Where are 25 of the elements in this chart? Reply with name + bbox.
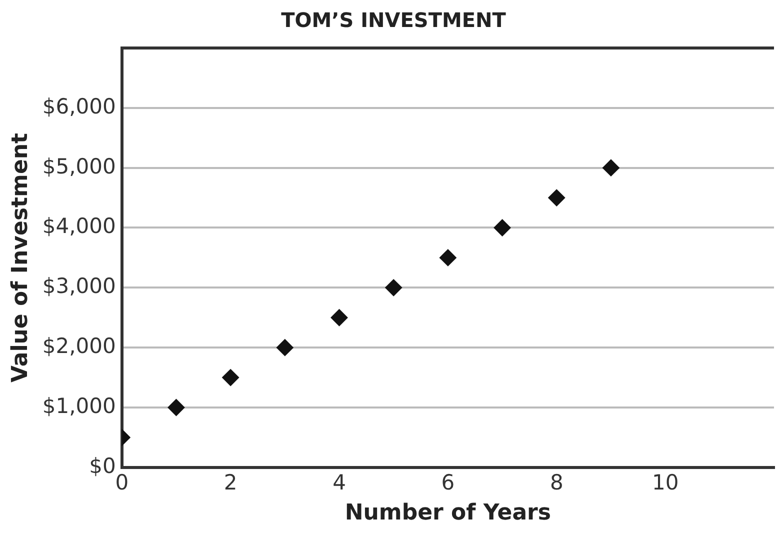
point bbox=[276, 339, 294, 356]
y-tick-label: $0 bbox=[89, 454, 116, 478]
y-tick-label: $5,000 bbox=[42, 154, 116, 178]
point bbox=[222, 369, 240, 386]
y-tick-label: $3,000 bbox=[42, 274, 116, 298]
y-tick-label: $6,000 bbox=[42, 94, 116, 118]
x-tick-label: 8 bbox=[550, 470, 564, 494]
point bbox=[330, 309, 348, 326]
x-tick-label: 0 bbox=[115, 470, 129, 494]
x-tick-label: 2 bbox=[224, 470, 238, 494]
x-axis-title: Number of Years bbox=[344, 500, 552, 526]
point bbox=[548, 189, 566, 206]
point bbox=[602, 159, 620, 176]
y-tick-label: $2,000 bbox=[42, 334, 116, 358]
point bbox=[168, 398, 185, 416]
x-tick-label: 10 bbox=[652, 470, 679, 494]
point bbox=[385, 279, 402, 296]
point bbox=[439, 249, 456, 266]
x-tick-label: 4 bbox=[332, 470, 346, 494]
chart-title: TOM’S INVESTMENT bbox=[281, 8, 506, 32]
y-tick-label: $1,000 bbox=[42, 394, 116, 418]
y-tick-label: $4,000 bbox=[42, 214, 116, 238]
point bbox=[494, 219, 511, 236]
x-tick-label: 6 bbox=[441, 470, 455, 494]
y-axis-title: Value of Investment bbox=[8, 132, 33, 382]
